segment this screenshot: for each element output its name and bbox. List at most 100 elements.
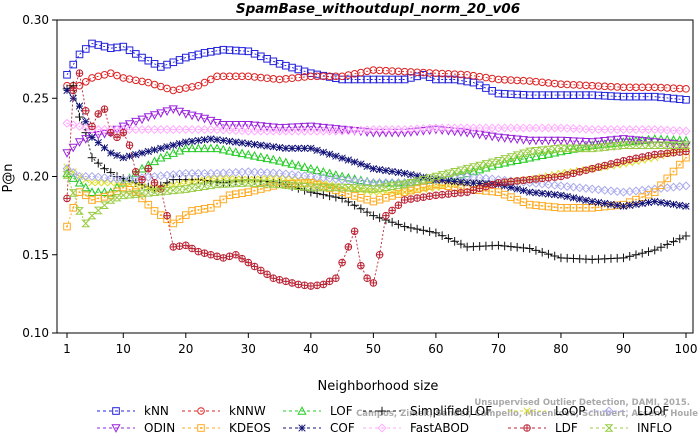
data-point bbox=[288, 63, 296, 72]
data-point bbox=[131, 117, 141, 127]
data-point bbox=[207, 175, 215, 183]
data-point bbox=[587, 138, 597, 147]
legend-label: kNNW bbox=[229, 404, 266, 418]
data-point bbox=[156, 187, 166, 196]
data-point bbox=[469, 179, 478, 187]
data-point bbox=[207, 204, 215, 212]
data-point bbox=[275, 180, 285, 189]
data-point bbox=[175, 185, 185, 194]
data-point bbox=[350, 125, 360, 135]
legend-label: LOF bbox=[330, 404, 353, 418]
data-point bbox=[331, 183, 341, 192]
data-point bbox=[593, 143, 603, 152]
data-point bbox=[357, 68, 365, 77]
data-point bbox=[281, 157, 291, 167]
data-point bbox=[400, 125, 410, 135]
data-point bbox=[463, 179, 471, 187]
data-point bbox=[488, 180, 496, 189]
data-point bbox=[263, 270, 271, 279]
data-point bbox=[218, 168, 228, 178]
data-point bbox=[581, 183, 591, 193]
data-point bbox=[625, 252, 635, 261]
data-point bbox=[232, 138, 240, 146]
data-point bbox=[81, 171, 91, 182]
data-point bbox=[507, 177, 515, 186]
data-point bbox=[194, 50, 203, 59]
data-point bbox=[182, 138, 190, 146]
data-point bbox=[581, 144, 591, 153]
data-point bbox=[369, 165, 378, 173]
data-point bbox=[612, 135, 622, 145]
data-point bbox=[132, 150, 140, 159]
data-point bbox=[569, 169, 578, 178]
data-point bbox=[362, 207, 372, 217]
data-point bbox=[325, 173, 335, 183]
data-point bbox=[300, 144, 309, 152]
data-point bbox=[112, 174, 122, 184]
x-tick-label: 1 bbox=[63, 342, 71, 356]
data-point bbox=[350, 158, 359, 166]
data-point bbox=[582, 166, 590, 175]
data-point bbox=[593, 125, 603, 135]
data-point bbox=[450, 236, 459, 246]
data-point bbox=[600, 185, 610, 195]
data-point bbox=[282, 277, 290, 286]
data-point bbox=[219, 254, 228, 262]
data-point bbox=[525, 244, 534, 253]
data-point bbox=[519, 198, 528, 206]
data-point bbox=[662, 125, 672, 135]
data-point bbox=[331, 170, 341, 179]
data-point bbox=[118, 177, 128, 187]
data-point bbox=[343, 183, 353, 192]
data-point bbox=[619, 202, 628, 210]
data-point bbox=[519, 176, 528, 185]
data-point bbox=[475, 164, 485, 174]
data-point bbox=[563, 192, 571, 201]
data-point bbox=[74, 177, 85, 187]
data-point bbox=[607, 200, 615, 209]
data-point bbox=[519, 186, 528, 195]
data-point bbox=[682, 96, 690, 104]
data-point bbox=[362, 184, 372, 193]
data-point bbox=[69, 204, 78, 212]
data-point bbox=[293, 160, 303, 170]
data-point bbox=[363, 187, 371, 195]
data-point bbox=[337, 126, 347, 136]
data-point bbox=[581, 124, 591, 134]
data-point bbox=[462, 123, 472, 133]
data-point bbox=[93, 206, 103, 215]
data-point bbox=[369, 197, 378, 206]
data-point bbox=[631, 136, 641, 146]
data-point bbox=[650, 150, 659, 159]
data-point bbox=[394, 201, 403, 209]
data-point bbox=[87, 171, 97, 182]
data-point bbox=[131, 168, 140, 176]
data-point bbox=[382, 193, 390, 202]
data-point bbox=[537, 146, 547, 155]
data-point bbox=[294, 144, 302, 152]
data-point bbox=[237, 179, 247, 187]
data-point bbox=[394, 168, 403, 177]
data-point bbox=[588, 197, 596, 206]
data-point bbox=[200, 168, 210, 178]
data-point bbox=[287, 159, 297, 168]
data-point bbox=[194, 136, 202, 145]
data-point bbox=[575, 168, 584, 176]
data-point bbox=[112, 125, 122, 135]
data-point bbox=[268, 123, 278, 133]
data-point bbox=[200, 136, 209, 144]
data-point bbox=[538, 174, 546, 183]
data-point bbox=[406, 178, 416, 187]
data-point bbox=[518, 123, 528, 133]
data-point bbox=[119, 154, 127, 162]
data-point bbox=[312, 123, 322, 132]
legend-marker bbox=[111, 424, 121, 433]
legend-item: kNN bbox=[97, 404, 169, 418]
data-point bbox=[293, 170, 303, 180]
data-point bbox=[224, 145, 235, 155]
data-point bbox=[194, 247, 203, 256]
data-point bbox=[225, 179, 235, 188]
data-point bbox=[419, 226, 428, 235]
data-point bbox=[63, 86, 71, 95]
data-point bbox=[637, 125, 647, 135]
